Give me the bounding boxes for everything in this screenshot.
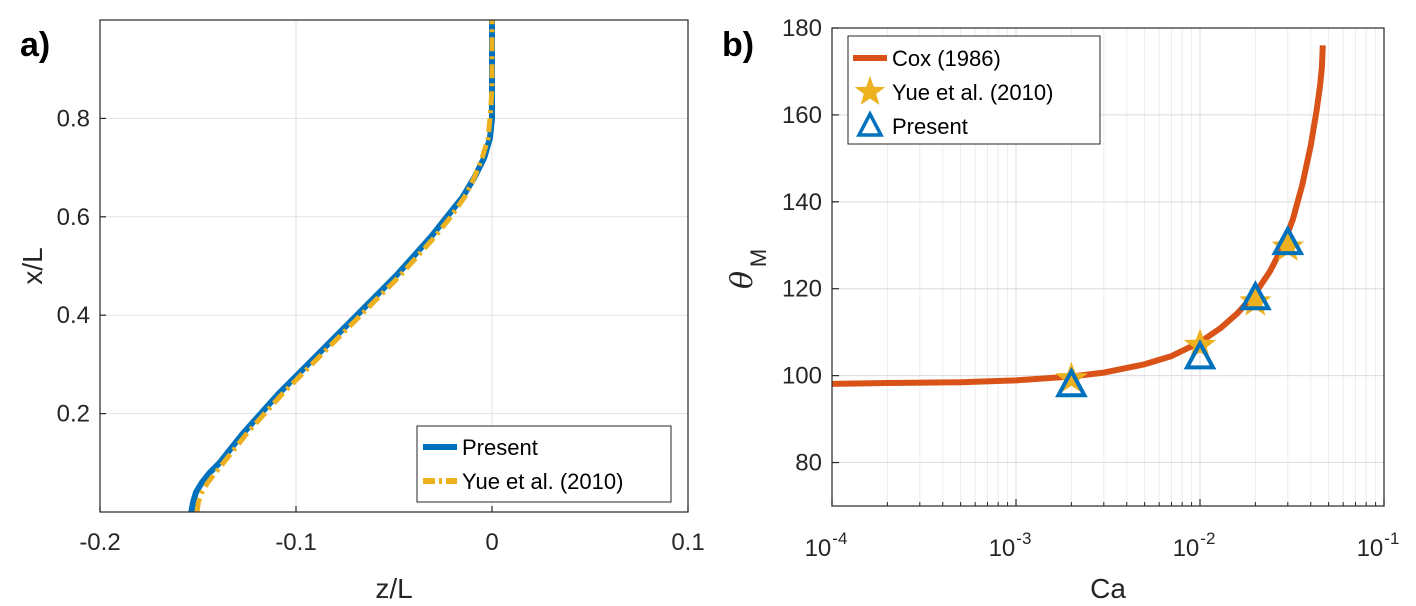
panel-a-label: a) — [20, 26, 50, 64]
b-present-triangle-marker — [1239, 280, 1272, 311]
legend-b-cox-label: Cox (1986) — [892, 46, 1001, 71]
legend-a-yue-label: Yue et al. (2010) — [462, 469, 623, 494]
panel-a-ylabel: x/L — [17, 247, 48, 284]
b-xtick-label: 10-2 — [1173, 529, 1216, 562]
b-ytick-label: 180 — [782, 15, 822, 42]
panel-b-legend-box — [847, 35, 1101, 145]
panel-a-xlabel: z/L — [375, 573, 412, 604]
a-ytick-label: 0.6 — [57, 204, 90, 231]
legend-b-yue-label: Yue et al. (2010) — [892, 80, 1053, 105]
b-yue-star-marker — [1271, 230, 1304, 261]
a-yue-line — [194, 20, 495, 513]
b-present-triangle-marker — [1055, 366, 1088, 398]
a-xtick-label: 0 — [485, 529, 498, 556]
b-ytick-label: 120 — [782, 276, 822, 303]
b-xtick-label: 10-4 — [805, 529, 848, 562]
panel-b-ylabel: θ M — [725, 249, 771, 289]
b-yue-star-marker — [1239, 284, 1272, 316]
b-xtick-label: 10-3 — [989, 529, 1032, 562]
legend-a-present-label: Present — [462, 435, 538, 460]
panel-b-ylabel-subscript: M — [746, 249, 771, 267]
a-ytick-label: 0.8 — [57, 105, 90, 132]
legend-b-star-icon — [854, 76, 886, 105]
b-ytick-label: 160 — [782, 102, 822, 129]
legend-b-triangle-icon — [856, 110, 884, 137]
b-cox-line — [831, 45, 1326, 387]
b-present-triangle-marker — [1183, 339, 1217, 370]
panel-a: a) -0.2 -0.1 0 0.1 0.2 0.4 0.6 0.8 z/L x/L Pres… — [17, 19, 705, 604]
panel-b-xlabel: Ca — [1090, 573, 1126, 604]
a-xtick-label: -0.1 — [275, 529, 316, 556]
b-xtick-label: 10-1 — [1357, 529, 1400, 562]
panel-b-axes-box — [831, 27, 1385, 507]
panel-a-legend: Present Yue et al. (2010) — [416, 425, 672, 503]
a-ytick-label: 0.4 — [57, 302, 90, 329]
panel-b-ylabel-symbol: θ — [725, 271, 760, 289]
panel-b-lines — [831, 45, 1326, 398]
panel-a-legend-box — [416, 425, 672, 503]
a-present-line — [188, 20, 495, 513]
b-ytick-label: 100 — [782, 363, 822, 390]
b-present-triangle-marker — [1271, 224, 1305, 256]
b-yue-star-marker — [1055, 361, 1088, 393]
panel-b-label: b) — [722, 26, 754, 64]
panel-a-ticks: -0.2 -0.1 0 0.1 0.2 0.4 0.6 0.8 — [57, 105, 705, 556]
panel-b-legend: Cox (1986) Yue et al. (2010) Present — [847, 35, 1101, 145]
b-ytick-label: 140 — [782, 189, 822, 216]
a-ytick-label: 0.2 — [57, 401, 90, 428]
legend-b-present-label: Present — [892, 114, 968, 139]
a-xtick-label: -0.2 — [79, 529, 120, 556]
b-ytick-label: 80 — [795, 450, 822, 477]
panel-a-axes-box — [99, 19, 689, 513]
panel-a-lines — [188, 20, 495, 513]
a-xtick-label: 0.1 — [671, 529, 704, 556]
